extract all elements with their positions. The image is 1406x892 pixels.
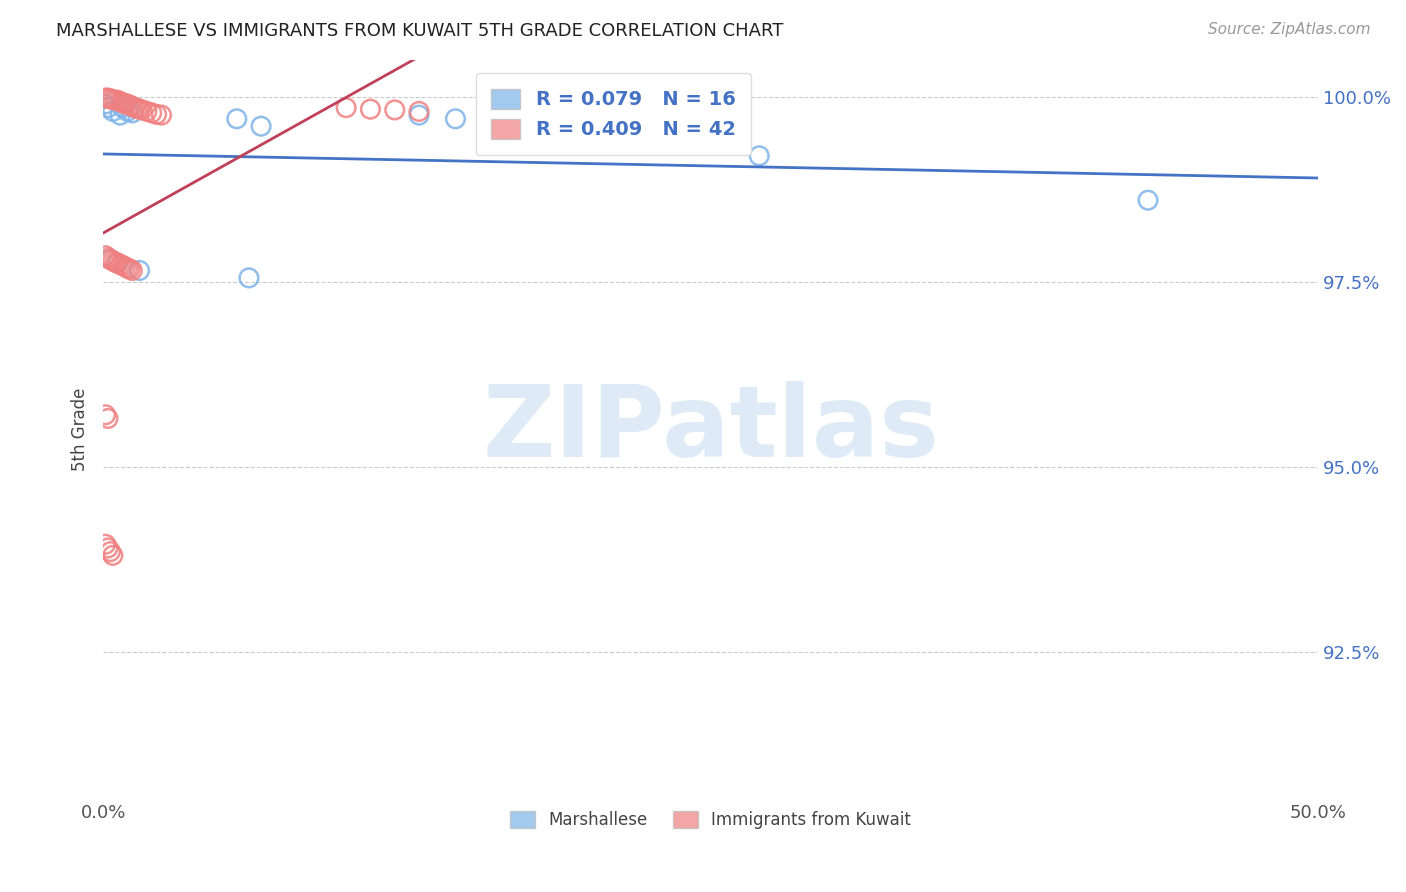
Point (100, 252, 122, 267)
Point (238, 271, 260, 285)
Point (408, 108, 430, 122)
Point (225, 112, 247, 126)
Point (117, 97, 139, 112)
Point (117, 261, 139, 276)
Point (121, 263, 143, 277)
Point (114, 260, 136, 274)
Point (118, 98, 141, 112)
Point (100, 92, 122, 106)
Point (121, 99, 143, 113)
Point (145, 107, 167, 121)
Point (141, 106, 163, 120)
Point (94, 249, 117, 263)
Point (384, 103, 406, 117)
Point (108, 95, 131, 109)
Point (111, 258, 134, 272)
Point (111, 101, 134, 115)
Point (100, 544, 122, 558)
Point (101, 104, 124, 119)
Point (108, 258, 131, 272)
Point (127, 102, 149, 116)
Text: ZIPatlas: ZIPatlas (482, 381, 939, 478)
Text: Source: ZipAtlas.com: Source: ZipAtlas.com (1208, 22, 1371, 37)
Point (748, 149, 770, 163)
Point (111, 95, 134, 110)
Point (150, 108, 173, 122)
Point (124, 101, 146, 115)
Point (118, 262, 141, 277)
Point (97, 411, 120, 425)
Point (250, 119, 273, 133)
Point (94, 91, 117, 105)
Point (97, 251, 120, 265)
Point (117, 104, 139, 119)
Point (101, 549, 124, 563)
Point (94, 408, 117, 422)
Point (100, 252, 122, 267)
Point (97, 101, 120, 115)
Point (101, 253, 124, 268)
Text: MARSHALLESE VS IMMIGRANTS FROM KUWAIT 5TH GRADE CORRELATION CHART: MARSHALLESE VS IMMIGRANTS FROM KUWAIT 5T… (56, 22, 783, 40)
Y-axis label: 5th Grade: 5th Grade (72, 388, 89, 471)
Point (128, 263, 150, 277)
Point (108, 108, 131, 122)
Point (101, 93, 124, 107)
Point (97, 91, 120, 105)
Point (121, 106, 143, 120)
Point (114, 97, 136, 112)
Point (107, 256, 129, 270)
Point (107, 256, 129, 270)
Point (107, 93, 129, 107)
Point (135, 104, 157, 119)
Point (128, 102, 150, 116)
Point (94, 537, 117, 551)
Point (408, 104, 430, 119)
Legend: Marshallese, Immigrants from Kuwait: Marshallese, Immigrants from Kuwait (503, 804, 918, 836)
Point (444, 112, 467, 126)
Point (104, 255, 127, 269)
Point (335, 101, 357, 115)
Point (97, 541, 120, 555)
Point (131, 103, 153, 117)
Point (1137, 193, 1160, 207)
Point (359, 102, 381, 116)
Point (104, 93, 127, 107)
Point (94, 97, 117, 112)
